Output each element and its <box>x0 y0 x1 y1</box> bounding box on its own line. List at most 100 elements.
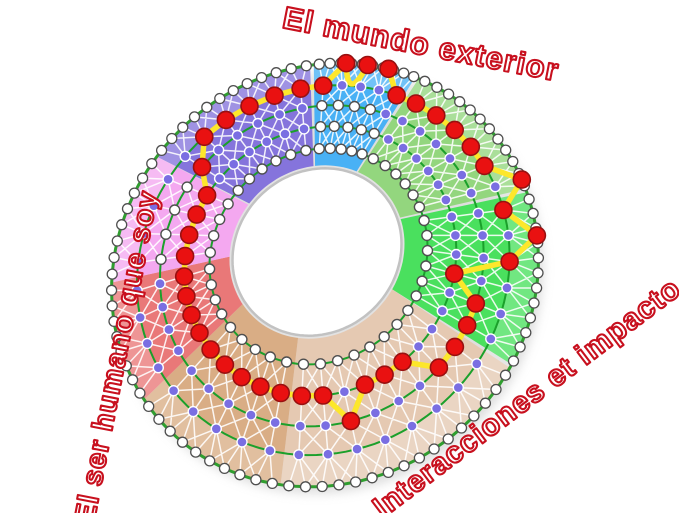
white-node <box>205 279 218 291</box>
slate-node <box>351 443 363 455</box>
red-score-node <box>175 246 195 266</box>
slate-node <box>296 102 308 115</box>
slate-node <box>269 416 281 429</box>
slate-node <box>414 125 426 138</box>
slate-node <box>471 358 483 370</box>
white-node <box>410 290 422 302</box>
red-score-node <box>232 367 251 387</box>
slate-node <box>293 449 305 461</box>
slate-node <box>443 286 456 299</box>
outer-node <box>134 387 146 399</box>
slate-node <box>452 381 464 394</box>
outer-node <box>214 92 226 105</box>
red-score-node <box>336 53 356 73</box>
white-node <box>168 204 181 216</box>
red-score-node <box>177 286 196 306</box>
outer-node <box>500 144 512 156</box>
white-node <box>313 142 325 155</box>
slate-node <box>472 207 484 220</box>
white-node <box>342 121 354 134</box>
white-node <box>399 178 411 190</box>
white-node <box>264 351 276 363</box>
slate-node <box>412 340 425 353</box>
white-node <box>421 229 433 242</box>
red-score-node <box>251 377 270 397</box>
outer-node <box>164 425 176 437</box>
red-score-node <box>444 264 464 284</box>
red-score-node <box>375 365 394 385</box>
slate-node <box>222 398 235 410</box>
outer-node <box>153 413 165 425</box>
white-node <box>213 213 226 226</box>
white-node <box>204 246 217 259</box>
slate-node <box>476 229 489 242</box>
outer-node <box>121 203 134 215</box>
outer-node <box>126 374 139 386</box>
white-node <box>378 331 390 343</box>
outer-node <box>255 71 268 84</box>
red-score-node <box>494 200 513 220</box>
slate-node <box>273 108 286 121</box>
white-node <box>297 358 310 370</box>
outer-node <box>116 219 128 231</box>
slate-node <box>485 333 497 345</box>
slate-node <box>167 385 180 397</box>
outer-node <box>455 422 468 434</box>
red-score-node <box>216 110 236 130</box>
white-node <box>270 155 282 167</box>
outer-node <box>492 133 504 145</box>
red-score-node <box>192 157 212 177</box>
outer-node <box>514 341 526 353</box>
slate-node <box>449 229 462 242</box>
slate-node <box>163 323 175 336</box>
red-score-node <box>265 86 284 105</box>
white-node <box>328 120 340 133</box>
red-score-node <box>341 411 361 431</box>
slate-node <box>369 407 382 419</box>
outer-node <box>136 172 149 184</box>
slate-node <box>336 79 348 92</box>
white-node <box>181 181 193 193</box>
red-score-node <box>461 137 481 157</box>
slate-node <box>202 383 215 395</box>
red-score-node <box>190 323 209 343</box>
white-node <box>332 99 344 112</box>
slate-node <box>430 138 442 150</box>
slate-node <box>279 128 291 140</box>
slate-node <box>501 282 513 294</box>
red-score-node <box>500 252 519 271</box>
white-node <box>367 152 379 165</box>
slate-node <box>172 345 185 357</box>
red-score-node <box>292 386 312 406</box>
red-score-node <box>466 294 486 313</box>
white-node <box>407 189 419 201</box>
slate-node <box>227 158 240 170</box>
white-node <box>416 275 428 287</box>
outer-node <box>299 481 312 493</box>
red-score-node <box>187 205 206 224</box>
slate-node <box>338 386 351 398</box>
red-score-node <box>393 352 412 372</box>
white-node <box>355 123 367 136</box>
white-node <box>160 228 172 240</box>
white-node <box>316 99 328 112</box>
slate-node <box>422 165 434 177</box>
white-node <box>346 145 358 157</box>
outer-node <box>108 315 120 328</box>
outer-node <box>316 480 328 493</box>
slate-node <box>406 420 418 432</box>
center-hole <box>231 167 403 337</box>
slate-node <box>138 227 150 240</box>
outer-node <box>300 60 312 72</box>
white-node <box>232 184 244 197</box>
outer-node <box>188 111 201 123</box>
white-node <box>348 100 361 113</box>
slate-node <box>243 146 256 158</box>
red-score-node <box>445 120 465 140</box>
outer-node <box>105 284 118 296</box>
outer-node <box>524 312 537 324</box>
slate-node <box>430 402 443 415</box>
slate-node <box>298 123 310 135</box>
outer-node <box>408 70 420 83</box>
slate-node <box>373 84 385 96</box>
